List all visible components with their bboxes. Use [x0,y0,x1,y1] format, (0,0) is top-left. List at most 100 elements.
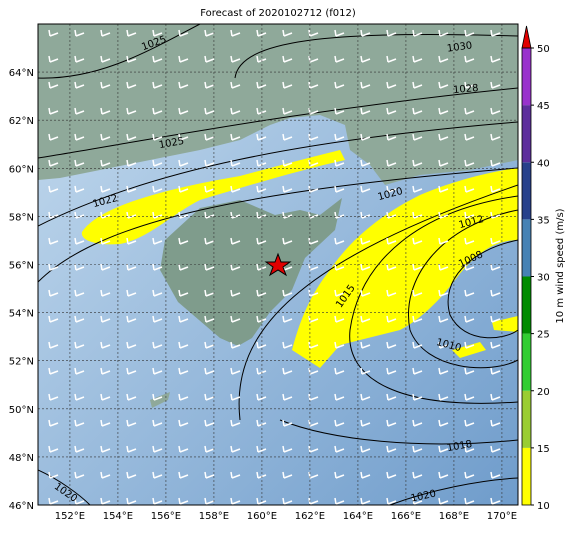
wind-barb [360,81,371,89]
wind-barb [412,81,423,89]
wind-barb [464,107,475,115]
wind-barb [152,81,163,89]
wind-barb [282,445,293,453]
title: Forecast of 2020102712 (f012) [200,8,356,19]
wind-area [81,150,345,245]
wind-barb [360,237,371,245]
wind-barb [334,29,345,37]
wind-barb [152,341,163,349]
wind-barb [360,497,371,505]
wind-barb [282,419,293,427]
wind-barb [360,471,371,479]
wind-barb [360,159,371,167]
wind-barb [74,419,85,427]
wind-barb [126,341,137,349]
wind-barb [308,393,319,401]
wind-barb [438,419,449,427]
wind-barb [438,341,449,349]
wind-barb [386,263,397,271]
wind-barb [152,367,163,375]
wind-barb [256,185,267,193]
wind-barb [360,133,371,141]
wind-barb [490,81,501,89]
wind-barb [412,185,423,193]
wind-barb [48,81,59,89]
wind-barb [100,367,111,375]
wind-barb [334,497,345,505]
wind-barb [74,367,85,375]
wind-barb [152,107,163,115]
wind-barb [126,55,137,63]
wind-barb [438,263,449,271]
wind-barb [490,367,501,375]
wind-barb [152,393,163,401]
wind-barb [100,237,111,245]
wind-barb [412,341,423,349]
wind-barb [48,497,59,505]
wind-barb [464,55,475,63]
wind-barb [490,393,501,401]
wind-barb [152,471,163,479]
wind-barb [204,81,215,89]
wind-barb [256,497,267,505]
wind-barb [334,367,345,375]
wind-barb [230,393,241,401]
wind-barb [100,107,111,115]
wind-barb [48,263,59,271]
wind-barb [74,289,85,297]
wind-barb [126,289,137,297]
wind-barb [308,237,319,245]
wind-barb [204,263,215,271]
wind-barb [74,497,85,505]
wind-barb [308,497,319,505]
wind-barb [334,159,345,167]
wind-barb [334,133,345,141]
colorbar-segment [522,276,531,334]
wind-barb [360,367,371,375]
wind-barb [386,29,397,37]
wind-barb [412,315,423,323]
wind-barb [178,237,189,245]
wind-barb [256,341,267,349]
colorbar-tick-label: 35 [537,215,550,226]
wind-barb [48,133,59,141]
wind-barb [178,159,189,167]
wind-barb [334,419,345,427]
wind-barb [360,341,371,349]
wind-barb [74,341,85,349]
wind-barb [74,315,85,323]
lat-tick-label: 62°N [9,116,34,127]
wind-barb [74,263,85,271]
colorbar-label: 10 m wind speed (m/s) [555,208,566,323]
wind-barb [256,289,267,297]
wind-barb [48,419,59,427]
wind-barb [100,133,111,141]
wind-barb [74,393,85,401]
wind-barb [386,471,397,479]
wind-barb [100,341,111,349]
wind-barb [490,133,501,141]
wind-barb [438,367,449,375]
wind-barb [74,471,85,479]
wind-barb [282,185,293,193]
wind-barb [308,341,319,349]
wind-barb [48,393,59,401]
lon-tick-label: 156°E [151,511,181,522]
wind-barb [48,55,59,63]
wind-barb [438,237,449,245]
contour-label: 1018 [446,439,473,454]
colorbar-segment [522,105,531,163]
wind-barb [178,133,189,141]
wind-barb [100,81,111,89]
wind-barb [438,107,449,115]
wind-barb [386,315,397,323]
wind-barb [152,185,163,193]
wind-barb [360,185,371,193]
lat-tick-label: 58°N [9,212,34,223]
wind-barb [178,289,189,297]
wind-barb [204,393,215,401]
wind-barb [438,159,449,167]
wind-barb [464,367,475,375]
wind-barb [126,367,137,375]
wind-barb [74,445,85,453]
